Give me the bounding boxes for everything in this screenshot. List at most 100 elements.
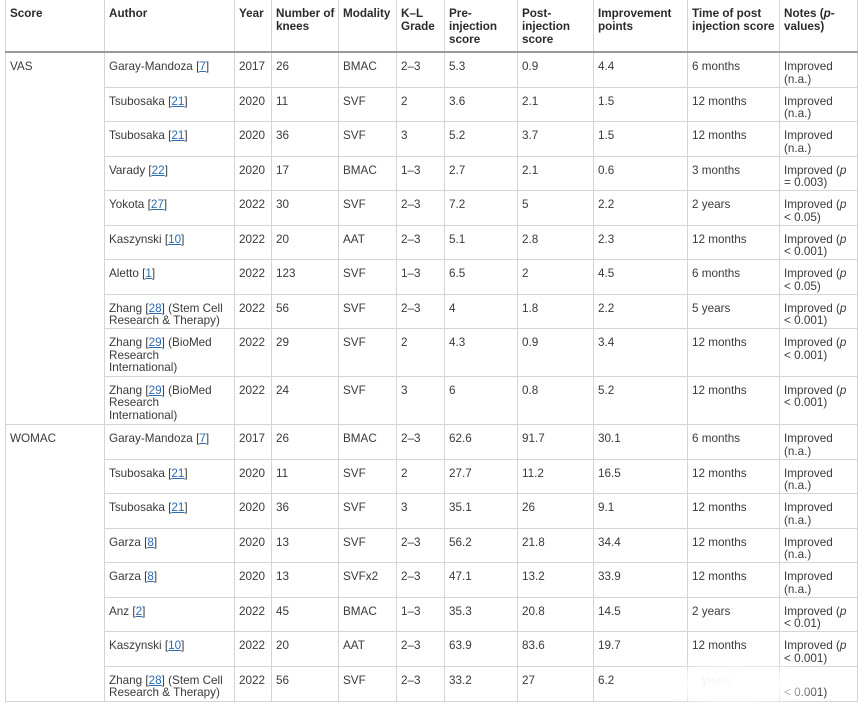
score-cell: VAS [5, 53, 104, 424]
header-notes-line-2: values) [784, 20, 825, 33]
pre-injection-score-cell: 7.2 [444, 191, 517, 225]
score-cell: WOMAC [5, 425, 104, 701]
reference: [2] [132, 605, 145, 618]
time-of-post-injection-score-cell: 12 months [687, 494, 779, 528]
table-header: Score Author Year Number of knees Modali… [5, 0, 858, 53]
reference-link[interactable]: 22 [151, 163, 165, 177]
pre-injection-score-cell: 5.1 [444, 225, 517, 259]
author-cell: Tsubosaka [21] [104, 87, 234, 121]
post-injection-score-cell: 20.8 [517, 597, 593, 631]
author-name: Kaszynski [109, 639, 162, 652]
header-time-line-2: injection score [692, 20, 775, 33]
kl-grade-cell: 2–3 [396, 294, 444, 328]
author-name: Tsubosaka [109, 129, 165, 142]
author-name: Tsubosaka [109, 94, 165, 108]
reference-link[interactable]: 27 [150, 198, 164, 211]
modality-cell: SVF [338, 376, 396, 424]
number-of-knees-cell: 13 [271, 563, 338, 597]
reference: [21] [168, 467, 188, 480]
pre-injection-score-cell: 4.3 [444, 329, 517, 376]
improvement-points-cell: 30.1 [593, 425, 687, 459]
post-injection-score-cell: 27 [517, 666, 593, 701]
reference-link[interactable]: 10 [168, 639, 182, 652]
modality-cell: SVF [338, 666, 396, 701]
kl-grade-cell: 2–3 [396, 225, 444, 259]
header-number-of-knees: Number of knees [271, 0, 338, 51]
reference-link[interactable]: 21 [171, 501, 185, 514]
reference-link[interactable]: 28 [148, 673, 162, 687]
reference-link[interactable]: 7 [199, 432, 206, 445]
post-injection-score-cell: 3.7 [517, 122, 593, 156]
reference-link[interactable]: 1 [145, 267, 152, 280]
reference-open-bracket: [ [168, 129, 172, 142]
kl-grade-cell: 2–3 [396, 191, 444, 225]
modality-cell: AAT [338, 632, 396, 666]
kl-grade-cell: 1–3 [396, 156, 444, 190]
reference-link[interactable]: 29 [148, 383, 162, 397]
kl-grade-cell: 2 [396, 329, 444, 376]
p-value-symbol: p [839, 639, 847, 652]
header-knees-line-1: Number of [276, 7, 335, 20]
year-cell: 2022 [234, 597, 271, 631]
author-cell: Garay-Mandoza [7] [104, 53, 234, 87]
reference-link[interactable]: 29 [148, 336, 162, 349]
kl-grade-cell: 2 [396, 87, 444, 121]
notes-text: Improved ( [784, 383, 840, 397]
author-line: Garay-Mandoza [7] [109, 60, 230, 74]
author-name: Garza [109, 570, 141, 583]
reference-open-bracket: [ [142, 267, 146, 280]
reference-link[interactable]: 21 [171, 94, 185, 108]
header-knees-line-2: knees [276, 20, 310, 33]
improvement-points-cell: 1.5 [593, 122, 687, 156]
pre-injection-score-cell: 3.6 [444, 87, 517, 121]
pre-injection-score-cell: 27.7 [444, 459, 517, 493]
reference: [22] [148, 164, 168, 177]
p-value-symbol: p [839, 163, 847, 177]
post-injection-score-cell: 0.8 [517, 376, 593, 424]
notes-cell: Improved (p = 0.003) [779, 156, 858, 190]
reference: [29] [145, 336, 165, 349]
notes-line-1: Improved [784, 129, 853, 143]
kl-grade-cell: 1–3 [396, 597, 444, 631]
reference-open-bracket: [ [164, 232, 169, 246]
year-cell: 2020 [234, 459, 271, 493]
post-injection-score-cell: 2.1 [517, 87, 593, 121]
reference-link[interactable]: 10 [168, 232, 182, 246]
author-source: (BioMed [168, 336, 212, 349]
author-cell: Kaszynski [10] [104, 225, 234, 259]
author-line: Anz [2] [109, 605, 230, 619]
notes-line-2: < 0.001) [784, 396, 828, 409]
score-group-vas: VAS Garay-Mandoza [7] 2017 26 BMAC 2–3 5.3 0.9 4.… [5, 53, 858, 425]
reference-open-bracket: [ [148, 163, 152, 177]
improvement-points-cell: 0.6 [593, 156, 687, 190]
p-value-symbol: p [839, 301, 847, 315]
reference-link[interactable]: 8 [147, 570, 154, 583]
reference: [28] [145, 302, 165, 315]
reference-link[interactable]: 21 [171, 129, 185, 142]
improvement-points-cell: 9.1 [593, 494, 687, 528]
reference: [10] [165, 639, 185, 652]
header-modality-label: Modality [343, 7, 391, 20]
author-cell: Tsubosaka [21] [104, 459, 234, 493]
reference-link[interactable]: 8 [147, 535, 154, 549]
p-value-symbol: p [839, 267, 847, 280]
reference-link[interactable]: 28 [148, 301, 162, 315]
reference: [7] [196, 60, 209, 73]
notes-cell: Improved (n.a.) [779, 494, 858, 528]
reference-link[interactable]: 21 [171, 466, 185, 480]
header-score-label: Score [10, 7, 43, 20]
time-of-post-injection-score-cell: 12 months [687, 329, 779, 376]
table-row: Zhang [28] (Stem Cell Research & Therapy) 20… [104, 294, 858, 329]
reference-close-bracket: ] [161, 383, 165, 397]
time-of-post-injection-score-cell: 6 months [687, 260, 779, 294]
author-line: Zhang [28] (Stem Cell [109, 673, 230, 688]
number-of-knees-cell: 11 [271, 87, 338, 121]
reference-link[interactable]: 2 [135, 604, 143, 618]
reference-close-bracket: ] [151, 267, 156, 280]
score-label: WOMAC [10, 432, 57, 445]
reference-close-bracket: ] [184, 501, 188, 514]
reference-link[interactable]: 7 [199, 60, 206, 73]
reference-open-bracket: [ [196, 60, 200, 73]
reference-open-bracket: [ [144, 570, 148, 583]
improvement-points-cell: 33.9 [593, 563, 687, 597]
